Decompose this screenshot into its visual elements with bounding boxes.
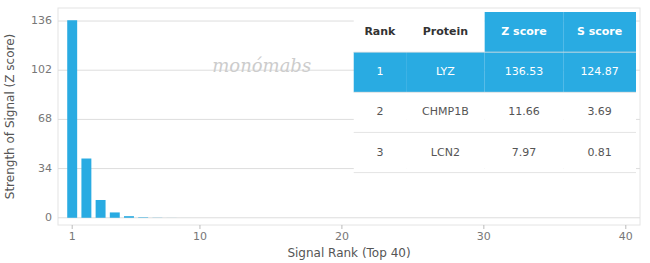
bar — [124, 216, 134, 218]
bar — [422, 217, 432, 218]
table-cell — [354, 12, 406, 52]
bar — [394, 217, 404, 218]
x-tick — [483, 225, 484, 229]
table-text: 2 — [376, 105, 383, 118]
table-cell — [563, 12, 636, 52]
y-tick-label: 34 — [38, 162, 52, 175]
table-cell — [406, 12, 485, 52]
table-text: 1 — [376, 65, 383, 78]
table-separator — [354, 132, 636, 133]
table-text: 124.87 — [580, 65, 619, 78]
bar — [309, 217, 319, 218]
table-text: 11.66 — [508, 105, 540, 118]
grid-line — [58, 217, 640, 218]
bar — [181, 217, 191, 218]
table-cell — [485, 92, 564, 132]
bar — [380, 217, 390, 218]
table-cell — [354, 92, 406, 132]
bar — [67, 20, 77, 218]
table-cell — [563, 132, 636, 172]
table-text: 0.81 — [587, 146, 612, 159]
bar — [550, 217, 560, 218]
table-text: 3 — [376, 146, 383, 159]
table-text: LYZ — [436, 65, 455, 78]
table-cell — [485, 12, 564, 52]
table-text: Z score — [501, 25, 546, 38]
table-cell — [563, 52, 636, 92]
bar — [252, 217, 262, 218]
bar — [337, 217, 347, 218]
table-cell — [354, 132, 406, 172]
bar — [592, 217, 602, 218]
bar — [223, 217, 233, 218]
bar — [621, 217, 631, 218]
x-tick-label: 40 — [619, 230, 633, 243]
bar — [152, 217, 162, 218]
table-cell — [406, 132, 485, 172]
chart: 0 34 68 102 136 1 10 20 30 40 monómabs Signal Rank … — [0, 0, 650, 263]
table-cell — [406, 52, 485, 92]
bar — [465, 217, 475, 218]
table-text: 136.53 — [505, 65, 544, 78]
bars — [67, 20, 290, 218]
table-cell — [485, 132, 564, 172]
table-separator — [354, 92, 636, 93]
bar — [351, 217, 361, 218]
bar — [507, 217, 517, 218]
x-tick-label: 20 — [335, 230, 349, 243]
bar — [564, 217, 574, 218]
table: Rank Protein Z score S score 1 LYZ 136.53 124.8… — [354, 12, 636, 173]
bar — [280, 217, 290, 218]
plot-frame — [58, 8, 640, 225]
table-text: LCN2 — [431, 146, 460, 159]
x-tick — [199, 225, 200, 229]
bar — [167, 217, 177, 218]
x-tick — [341, 225, 342, 229]
x-tick — [72, 225, 73, 229]
bar — [195, 217, 205, 218]
bar — [521, 217, 531, 218]
bar — [294, 217, 304, 218]
y-axis-label: Strength of Signal (Z score) — [3, 34, 17, 199]
x-tick-label: 10 — [193, 230, 207, 243]
bar — [578, 217, 588, 218]
x-tick-label: 1 — [69, 230, 76, 243]
table-cell — [563, 92, 636, 132]
y-tick-label: 102 — [31, 63, 52, 76]
bar — [607, 217, 617, 218]
table-cell — [354, 52, 406, 92]
bar — [96, 200, 106, 218]
bar — [365, 217, 375, 218]
bar — [436, 217, 446, 218]
table-separator — [354, 52, 636, 53]
table-separator — [354, 172, 636, 173]
watermark: monómabs — [212, 55, 311, 76]
y-tick-label: 68 — [38, 112, 52, 125]
bar — [493, 217, 503, 218]
bar — [110, 212, 120, 217]
bar — [138, 217, 148, 218]
bar — [536, 217, 546, 218]
bar — [81, 159, 91, 218]
x-axis-label: Signal Rank (Top 40) — [287, 246, 410, 260]
x-tick-label: 30 — [477, 230, 491, 243]
bar — [266, 217, 276, 218]
bar — [479, 217, 489, 218]
bar — [408, 217, 418, 218]
bar — [238, 217, 248, 218]
table-text: Protein — [423, 25, 468, 38]
y-tick-label: 136 — [31, 14, 52, 27]
table-text: 3.69 — [587, 105, 612, 118]
bar — [450, 217, 460, 218]
table-text: S score — [577, 25, 622, 38]
table-text: CHMP1B — [422, 105, 469, 118]
bar — [323, 217, 333, 218]
table-cell — [485, 52, 564, 92]
table-text: Rank — [364, 25, 396, 38]
table-text: 7.97 — [512, 146, 537, 159]
bar — [209, 217, 219, 218]
x-tick — [625, 225, 626, 229]
y-tick-label: 0 — [45, 211, 52, 224]
table-cell — [406, 92, 485, 132]
